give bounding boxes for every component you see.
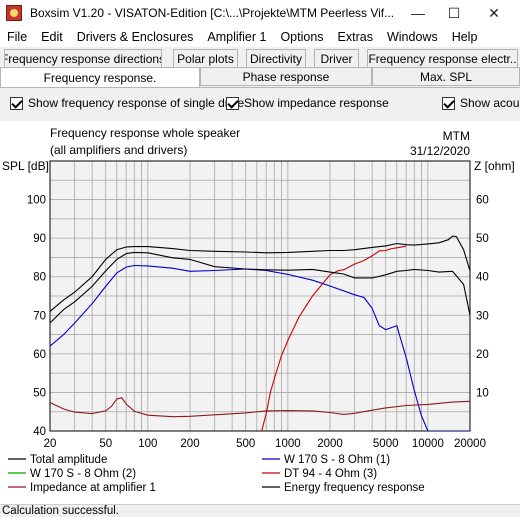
impedance-option[interactable]: Show impedance response [226, 96, 389, 110]
chart-subtitle: (all amplifiers and drivers) [50, 143, 187, 157]
y-left-tick-label: 40 [33, 426, 46, 438]
tab-polar-plots[interactable]: Polar plots [173, 49, 238, 68]
x-tick-label: 200 [180, 438, 199, 450]
app-icon [6, 5, 22, 21]
legend-label: W 170 S - 8 Ohm (2) [30, 468, 136, 480]
frequency-response-chart[interactable]: 40 50 60 70 80 90 100 10 20 30 40 50 60 20 50 100 200 500… [0, 121, 520, 505]
display-options: Show frequency response of single drive … [0, 96, 520, 116]
single-driver-option[interactable]: Show frequency response of single drive [10, 96, 244, 110]
y-left-tick-label: 100 [27, 195, 46, 207]
window-title: Boxsim V1.20 - VISATON-Edition [C:\...\P… [30, 6, 395, 20]
tabs-row-2: Frequency response. Phase response Max. … [0, 67, 520, 88]
series-line-4 [50, 397, 470, 418]
status-bar: Calculation successful. [0, 504, 520, 517]
x-tick-label: 20 [44, 438, 57, 450]
series-line-5 [50, 251, 470, 324]
y-right-tick-label: 50 [476, 233, 489, 245]
menu-bar: File Edit Drivers & Enclosures Amplifier… [0, 26, 520, 47]
acoustic-option[interactable]: Show acous [442, 96, 520, 110]
chart-project: MTM [443, 129, 470, 143]
plot-frame [49, 160, 471, 432]
tab-driver[interactable]: Driver [314, 49, 359, 68]
y-left-tick-label: 80 [33, 272, 46, 284]
chart-title: Frequency response whole speaker [50, 126, 240, 140]
chart-area: 40 50 60 70 80 90 100 10 20 30 40 50 60 20 50 100 200 500… [0, 121, 520, 505]
title-bar: Boxsim V1.20 - VISATON-Edition [C:\...\P… [0, 0, 520, 26]
menu-options[interactable]: Options [280, 29, 324, 44]
status-text: Calculation successful. [2, 505, 119, 517]
menu-file[interactable]: File [7, 29, 28, 44]
x-tick-label: 50 [99, 438, 112, 450]
x-tick-label: 10000 [412, 438, 444, 450]
menu-windows[interactable]: Windows [386, 29, 438, 44]
tab-frequency-response-electrical[interactable]: Frequency response electr.. [367, 49, 518, 68]
menu-edit[interactable]: Edit [41, 29, 63, 44]
close-button[interactable]: ✕ [488, 4, 500, 21]
legend-label: Total amplitude [30, 454, 107, 466]
y-axis-label-right: Z [ohm] [474, 159, 515, 173]
menu-extras[interactable]: Extras [337, 29, 373, 44]
minimize-button[interactable]: — [411, 5, 425, 21]
series-line-0 [50, 235, 470, 312]
chart-date: 31/12/2020 [410, 144, 470, 158]
single-driver-checkbox[interactable] [10, 96, 23, 110]
y-right-tick-label: 30 [476, 310, 489, 322]
legend-label: Impedance at amplifier 1 [30, 482, 156, 494]
x-tick-label: 500 [236, 438, 255, 450]
x-tick-label: 2000 [317, 438, 343, 450]
y-axis-label-left: SPL [dB] [2, 159, 49, 173]
y-right-tick-label: 10 [476, 387, 489, 399]
x-tick-label: 20000 [454, 438, 486, 450]
maximize-button[interactable]: ☐ [447, 4, 461, 21]
y-right-tick-label: 40 [476, 272, 489, 284]
tab-frequency-response[interactable]: Frequency response. [0, 67, 200, 88]
acoustic-checkbox[interactable] [442, 96, 455, 110]
y-left-tick-label: 50 [33, 387, 46, 399]
legend-label: DT 94 - 4 Ohm (3) [284, 468, 377, 480]
tab-phase-response[interactable]: Phase response [200, 67, 372, 86]
x-tick-label: 5000 [373, 438, 399, 450]
x-tick-label: 100 [138, 438, 157, 450]
menu-drivers-enclosures[interactable]: Drivers & Enclosures [76, 29, 194, 44]
tab-max-spl[interactable]: Max. SPL [372, 67, 520, 86]
y-left-tick-label: 60 [33, 349, 46, 361]
single-driver-label: Show frequency response of single drive [28, 96, 245, 110]
y-right-tick-label: 60 [476, 195, 489, 207]
legend-label: Energy frequency response [284, 482, 425, 494]
menu-amplifier[interactable]: Amplifier 1 [207, 29, 267, 44]
series-line-1 [50, 264, 470, 431]
legend-label: W 170 S - 8 Ohm (1) [284, 454, 390, 466]
menu-help[interactable]: Help [451, 29, 478, 44]
x-tick-label: 1000 [275, 438, 301, 450]
tab-directivity[interactable]: Directivity [246, 49, 306, 68]
impedance-label: Show impedance response [244, 96, 389, 110]
impedance-checkbox[interactable] [226, 96, 239, 110]
acoustic-label: Show acous [460, 96, 520, 110]
y-left-tick-label: 90 [33, 233, 46, 245]
y-left-tick-label: 70 [33, 310, 46, 322]
y-right-tick-label: 20 [476, 349, 489, 361]
tab-frequency-response-directions[interactable]: Frequency response directions [4, 49, 162, 68]
tabs-row-1: Frequency response directions Polar plot… [0, 49, 520, 68]
